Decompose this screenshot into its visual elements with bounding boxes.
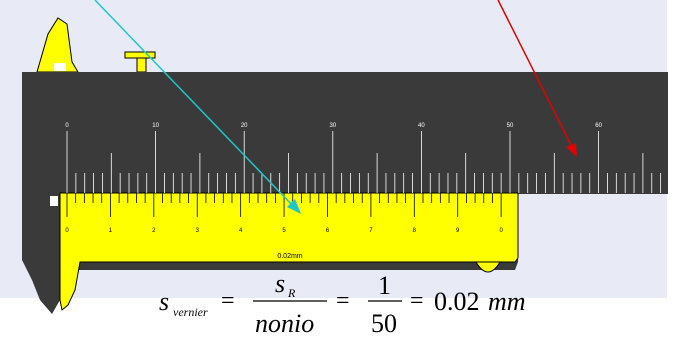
formula-equals-1: = (221, 288, 235, 314)
vernier-scale-label: 5 (282, 228, 286, 234)
vernier-scale-label: 2 (152, 228, 156, 234)
vernier-scale-labels: 0 1 2 3 4 5 6 7 8 9 0 (65, 228, 503, 234)
main-scale-label: 50 (507, 123, 514, 129)
vernier-scale-label: 8 (413, 228, 417, 234)
vernier-scale-label: 0 (65, 228, 69, 234)
main-scale-label: 10 (152, 123, 159, 129)
main-scale-label: 30 (329, 123, 336, 129)
main-scale-label: 40 (418, 123, 425, 129)
formula-equals-2: = (336, 288, 350, 314)
main-scale-ticks (66, 131, 662, 193)
main-scale-labels: 0 10 20 30 40 50 60 (65, 123, 602, 129)
main-scale-label: 20 (241, 123, 248, 129)
main-scale-label: 0 (65, 123, 69, 129)
lock-screw-stem (136, 57, 147, 73)
resolution-formula: s vernier = s R nonio = 1 50 = 0.02 mm (159, 269, 526, 338)
fraction1-denominator: nonio (255, 309, 314, 338)
fraction2-numerator: 1 (378, 271, 391, 300)
vernier-thumb-grip (475, 261, 501, 273)
jaw-notch (54, 63, 66, 71)
fraction2-denominator: 50 (371, 309, 397, 338)
vernier-scale-ticks (66, 193, 502, 217)
vernier-scale-label: 0 (499, 228, 503, 234)
formula-lhs-subscript: vernier (173, 305, 208, 319)
vernier-scale-label: 1 (109, 228, 113, 234)
vernier-resolution-label: 0.02mm (277, 253, 302, 260)
formula-result-unit: mm (488, 287, 526, 316)
vernier-scale-label: 6 (326, 228, 330, 234)
vernier-scale-label: 3 (196, 228, 200, 234)
fraction1-numerator-base: s (275, 269, 285, 298)
formula-equals-3: = (410, 288, 424, 314)
formula-lhs-base: s (159, 287, 169, 316)
slider-small-window (50, 196, 58, 206)
cyan-arrow (94, 0, 301, 214)
vernier-scale-label: 9 (456, 228, 460, 234)
formula-result-value: 0.02 (434, 287, 480, 316)
vernier-scale-label: 7 (369, 228, 373, 234)
vernier-scale-label: 4 (239, 228, 243, 234)
red-arrow (497, 0, 577, 157)
main-scale-label: 60 (595, 123, 602, 129)
fraction1-numerator-sub: R (287, 286, 296, 300)
vernier-slider (59, 192, 519, 311)
